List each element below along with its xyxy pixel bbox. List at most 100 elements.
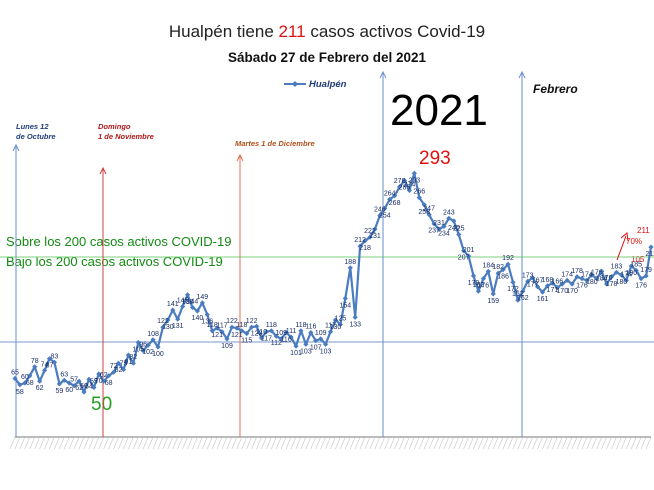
data-label: 58 — [16, 389, 24, 396]
data-label: 64 — [85, 383, 93, 390]
data-point — [362, 238, 368, 244]
data-point — [515, 297, 521, 303]
data-point — [539, 289, 546, 295]
x-tick — [369, 436, 376, 450]
data-point — [96, 371, 102, 377]
data-label: 174 — [621, 271, 633, 278]
marker-label-diciembre: Martes 1 de Diciembre — [235, 139, 315, 148]
data-point — [559, 281, 565, 287]
data-label: 268 — [389, 200, 401, 207]
data-point — [475, 288, 482, 294]
data-point — [643, 273, 649, 279]
data-label: 68 — [26, 380, 34, 387]
data-point — [426, 212, 432, 218]
data-point — [313, 338, 319, 344]
x-tick — [211, 436, 218, 450]
data-label: 130 — [330, 324, 342, 331]
data-label: 177 — [527, 282, 539, 289]
x-tick — [157, 436, 164, 450]
x-tick — [137, 436, 144, 450]
data-point — [125, 352, 131, 358]
data-point — [318, 336, 324, 342]
data-label: 110 — [256, 329, 267, 336]
data-point — [382, 205, 388, 211]
data-point — [401, 177, 408, 184]
x-tick — [187, 436, 193, 450]
data-label: 162 — [473, 282, 485, 289]
x-tick — [483, 436, 489, 450]
x-tick — [374, 436, 381, 450]
data-point — [115, 360, 122, 366]
x-tick — [345, 436, 351, 450]
x-tick — [9, 436, 16, 450]
data-label: 183 — [611, 263, 623, 270]
data-point — [184, 292, 191, 298]
data-point — [253, 323, 260, 329]
data-label: 141 — [167, 301, 179, 308]
data-point — [12, 375, 18, 382]
data-label: 59 — [55, 388, 63, 395]
chart-title: Hualpén tiene 211 casos activos Covid-19 — [169, 22, 485, 41]
data-point — [268, 328, 274, 334]
x-tick — [576, 436, 583, 450]
data-point — [214, 325, 220, 331]
x-tick — [271, 436, 277, 450]
data-point — [446, 215, 452, 221]
data-label: 173 — [522, 272, 534, 279]
data-label: 116 — [281, 337, 292, 344]
x-tick — [177, 436, 183, 450]
data-label: 121 — [231, 332, 243, 339]
data-point — [505, 261, 511, 267]
data-point — [594, 276, 600, 282]
data-point — [451, 218, 457, 224]
data-label: 184 — [596, 275, 608, 282]
data-label: 116 — [305, 324, 316, 331]
x-tick — [285, 436, 292, 450]
data-point — [140, 348, 146, 354]
x-tick — [98, 436, 104, 450]
data-point — [396, 184, 403, 190]
x-tick — [399, 436, 405, 450]
x-tick — [152, 436, 159, 450]
data-point — [456, 231, 462, 238]
data-label: 274 — [404, 181, 416, 188]
data-label: 102 — [142, 349, 154, 356]
x-tick — [423, 436, 430, 450]
x-tick — [39, 436, 45, 450]
data-point — [278, 336, 284, 342]
x-tick — [340, 436, 346, 450]
data-label: 117 — [216, 323, 227, 330]
data-point — [584, 277, 590, 283]
data-label: 207 — [458, 255, 470, 262]
x-tick — [216, 436, 223, 450]
x-tick — [418, 436, 425, 450]
data-label: 72 — [110, 363, 118, 370]
data-label: 100 — [152, 351, 164, 358]
data-label: 166 — [551, 279, 563, 286]
data-point — [490, 291, 496, 297]
data-point — [618, 272, 625, 278]
data-point — [357, 243, 363, 249]
x-tick — [197, 436, 203, 450]
threshold-above-label: Sobre los 200 casos activos COVID-19 — [6, 234, 231, 249]
x-tick — [300, 436, 307, 450]
data-point — [81, 389, 87, 395]
data-label: 103 — [320, 348, 332, 355]
data-point — [337, 321, 343, 328]
data-label: 109 — [275, 330, 287, 337]
x-tick — [246, 436, 252, 450]
x-tick — [68, 436, 75, 450]
x-tick — [389, 436, 395, 450]
x-tick — [586, 436, 593, 450]
data-label: 237 — [428, 228, 440, 235]
threshold-below-label: Bajo los 200 casos activos COVID-19 — [6, 254, 223, 269]
data-point — [22, 380, 28, 386]
x-tick — [192, 436, 198, 450]
series-line-hualpen — [14, 172, 653, 394]
data-point — [135, 339, 141, 346]
x-tick — [93, 436, 100, 450]
x-tick — [315, 436, 321, 450]
data-point — [175, 316, 181, 322]
x-tick — [517, 436, 524, 450]
